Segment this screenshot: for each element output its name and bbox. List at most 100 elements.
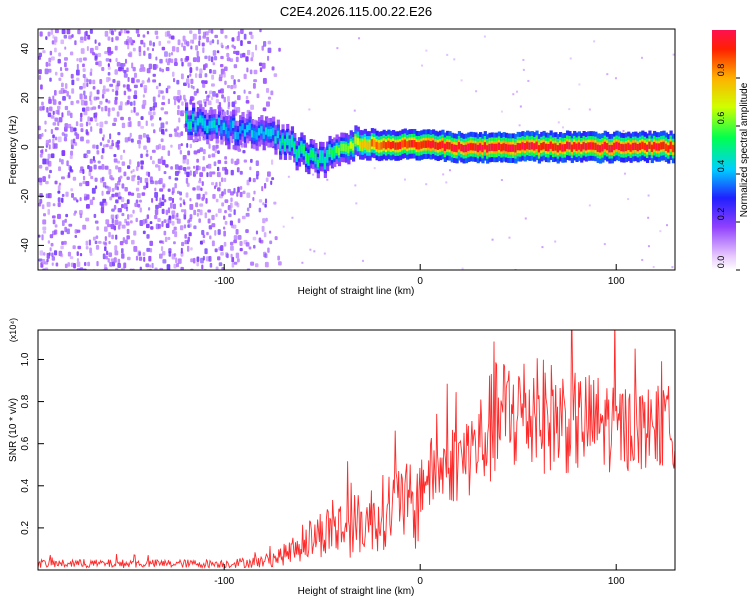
- spectrogram-cell: [45, 61, 49, 67]
- spectrogram-cell: [133, 84, 138, 89]
- spectrogram-cell: [93, 164, 97, 170]
- spectrogram-cell: [252, 83, 256, 89]
- spectrogram-cell: [370, 139, 375, 147]
- spectrogram-cell: [161, 46, 166, 51]
- spectrogram-cell: [110, 50, 114, 55]
- spectrogram-cell: [108, 252, 113, 257]
- spectrogram-cell: [192, 33, 197, 40]
- spectrogram-cell: [148, 255, 152, 262]
- spectrogram-cell: [313, 250, 316, 253]
- spectrogram-cell: [129, 121, 132, 127]
- spectrogram-cell: [281, 135, 285, 143]
- spectrogram-cell: [80, 136, 84, 142]
- spectrogram-cell: [113, 158, 118, 163]
- spectrogram-cell: [165, 223, 170, 229]
- spectrogram-cell: [239, 170, 243, 175]
- spectrogram-cell: [245, 212, 250, 217]
- spectrogram-cell: [110, 177, 115, 181]
- spectrogram-cell: [108, 77, 111, 81]
- spectrogram-cell: [69, 166, 72, 172]
- spectrogram-cell: [82, 74, 86, 79]
- spectrogram-cell: [193, 209, 197, 216]
- spectrogram-cell: [176, 109, 180, 116]
- spectrogram-cell: [126, 176, 130, 181]
- spectrogram-cell: [215, 99, 220, 104]
- spectrogram-cell: [79, 197, 82, 202]
- colorbar-tick-label: 0.0: [716, 256, 726, 269]
- spectrogram-cell: [214, 229, 217, 236]
- spectrogram-cell: [253, 69, 258, 75]
- spectrogram-cell: [146, 223, 150, 229]
- spectrogram-cell: [467, 143, 471, 151]
- spectrogram-cell: [74, 40, 77, 46]
- spectrogram-cell: [157, 94, 161, 98]
- spectrogram-cell: [123, 73, 128, 78]
- spectrogram-cell: [88, 79, 92, 85]
- spectrogram-cell: [382, 140, 386, 149]
- spectrogram-cell: [99, 100, 103, 105]
- spectrogram-cell: [375, 141, 379, 150]
- spectrogram-cell: [271, 66, 275, 71]
- spectrogram-cell: [224, 209, 227, 214]
- spectrogram-cell: [209, 235, 212, 240]
- spectrogram-cell: [217, 229, 221, 235]
- spectrogram-cell: [165, 58, 168, 63]
- spectrogram-cell: [54, 224, 58, 228]
- spectrogram-cell: [173, 263, 177, 269]
- spectrogram-cell: [233, 91, 236, 95]
- spectrogram-cell: [57, 121, 60, 127]
- spectrogram-cell: [220, 29, 224, 34]
- spectrogram-cell: [255, 44, 258, 51]
- spectrogram-cell: [101, 94, 105, 99]
- spectrogram-cell: [155, 64, 159, 69]
- spectrogram-cell: [153, 129, 156, 134]
- spectrogram-cell: [187, 236, 190, 242]
- spectrogram-cell: [79, 182, 83, 187]
- spectrogram-cell: [64, 46, 67, 50]
- spectrogram-cell: [119, 207, 122, 213]
- snr-panel: -100 0 100 0.2 0.4 0.6 0.8 1.0 Height of strai…: [8, 318, 676, 597]
- spectrogram-cell: [133, 72, 137, 78]
- spectrogram-cell: [186, 158, 190, 165]
- spectrogram-cell: [268, 230, 272, 234]
- spectrogram-cell: [640, 56, 643, 59]
- spectrogram-cell: [125, 221, 130, 226]
- spectrogram-cell: [182, 155, 187, 160]
- spectrogram-cell: [60, 159, 64, 165]
- spectrogram-cell: [582, 142, 586, 150]
- spectrogram-cell: [89, 91, 93, 97]
- spectrogram-cell: [176, 95, 180, 102]
- spectrogram-cell: [149, 155, 153, 160]
- spectrogram-cell: [608, 145, 612, 153]
- spectrogram-cell: [518, 143, 523, 151]
- spectrogram-cell: [460, 79, 463, 82]
- spectrogram-cell: [486, 145, 490, 153]
- spectrogram-cell: [262, 107, 267, 112]
- spectrogram-cell: [163, 219, 167, 223]
- spectrogram-cell: [502, 143, 506, 151]
- spectrogram-cell: [129, 214, 133, 218]
- spectrogram-cell: [309, 248, 312, 251]
- spectrogram-cell: [64, 105, 69, 111]
- spectrogram-cell: [90, 175, 94, 180]
- spectrogram-cell: [130, 138, 134, 143]
- spectrogram-cell: [44, 68, 49, 75]
- spectrogram-cell: [340, 143, 344, 151]
- spectrogram-cell: [132, 40, 136, 44]
- spectrogram-cell: [109, 133, 112, 140]
- spectrogram-cell: [87, 261, 91, 267]
- spectrogram-cell: [48, 68, 52, 73]
- spectrogram-cell: [207, 218, 211, 224]
- spectrogram-cell: [323, 252, 326, 255]
- spectrogram-cell: [524, 217, 527, 220]
- spectrogram-cell: [155, 35, 159, 40]
- spectrogram-cell: [185, 192, 189, 198]
- spectrogram-cell: [167, 85, 171, 89]
- spectrogram-cell: [236, 167, 240, 173]
- spectrogram-cell: [165, 164, 169, 168]
- spectrogram-cell: [212, 145, 216, 151]
- spectrogram-cell: [50, 153, 55, 159]
- spectrogram-cell: [107, 100, 111, 104]
- spectrogram-cell: [107, 66, 111, 70]
- spectrogram-cell: [57, 197, 61, 203]
